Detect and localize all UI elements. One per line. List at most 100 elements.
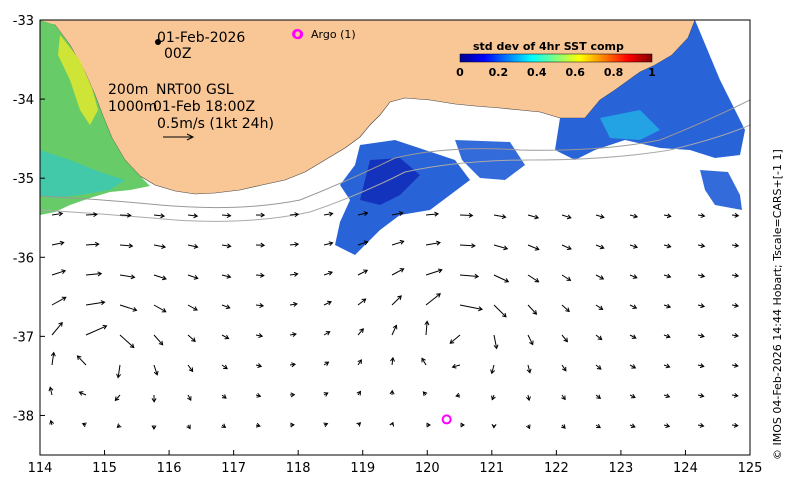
x-tick-label: 118 [286,461,311,476]
current-vector-head [389,421,395,427]
current-vector [187,304,198,311]
current-vector [51,352,55,366]
current-vector-head [61,296,67,302]
current-vector [595,214,604,218]
current-vector-head [100,300,106,306]
x-tick-label: 120 [415,461,440,476]
colorbar-tick-label: 1 [648,66,656,79]
y-tick-label: -37 [13,330,34,345]
current-vector-head [193,275,199,280]
current-vector-head [525,424,531,430]
current-vector [51,296,67,306]
current-vector [85,213,97,216]
credit-text: © IMOS 04-Feb-2026 14:44 Hobart; Tscale=… [771,149,784,460]
current-vector [255,334,263,337]
x-tick-label: 117 [221,461,246,476]
current-vector-head [114,396,120,402]
current-vector [527,334,534,345]
current-vector-head [733,362,739,368]
current-vector-head [290,422,295,428]
current-vector [459,304,483,310]
current-vector-head [160,213,166,219]
current-vector [595,364,602,370]
current-vector [425,293,441,306]
current-vector-head [493,344,499,350]
time-marker-dot [155,39,161,45]
current-vector-head [422,391,428,397]
x-axis: 114 115 116 117 118 119 120 121 122 123 124 125 [28,450,762,476]
current-vector-head [501,214,507,220]
colorbar-tick-label: 0.2 [489,66,509,79]
current-vector [391,212,403,216]
product-label: NRT00 GSL [156,82,234,98]
current-vector-head [451,363,457,369]
current-vector-head [565,307,570,313]
current-vector-head [193,243,199,249]
colorbar-tick-label: 0 [456,66,464,79]
argo-float-marker [441,414,452,425]
current-vector-head [665,333,671,339]
current-vector-head [490,369,495,375]
plot-frame [39,19,751,456]
current-vector [561,304,570,312]
current-vector-head [258,333,264,339]
colorbar-title: std dev of 4hr SST comp [473,40,624,53]
current-vector-head [48,386,54,392]
depth-200-label: 200m [108,82,149,98]
current-vector [663,334,671,338]
current-vector-head [599,214,605,219]
current-vector-head [597,335,603,341]
current-vector [731,274,739,277]
current-vector-head [449,339,455,344]
hour-label: 00Z [164,46,192,62]
current-vector-head [363,269,369,274]
current-vector-head [665,393,671,399]
current-vector [595,244,604,249]
current-vector [119,274,135,278]
current-vector-head [631,364,637,369]
current-vector-head [158,340,164,346]
current-vector-head [436,293,441,298]
current-vector-head [734,273,740,278]
current-vector-head [290,392,296,398]
current-vector-head [699,333,705,339]
current-vector [357,269,368,276]
current-vector-head [632,304,638,309]
current-vector [629,364,636,369]
x-tick-label: 119 [350,461,375,476]
current-vector [114,394,121,401]
current-vector-head [292,332,297,337]
current-vector [527,304,537,315]
current-vector [425,213,439,216]
current-vector-head [328,241,334,247]
current-vector [493,334,498,349]
current-vector-head [59,240,65,246]
current-vector-head [399,239,405,245]
current-vector [697,304,705,307]
current-vector-head [398,211,404,216]
current-vector-head [526,368,532,374]
current-vector [49,387,53,396]
current-vector-head [223,364,228,370]
current-vector [527,274,539,283]
current-vector-head [128,243,134,249]
current-vector [493,274,509,283]
current-vector [629,274,637,279]
argo-legend-marker [292,29,302,39]
current-vector [187,274,198,279]
current-vector [153,334,164,346]
current-vector-head [733,392,739,398]
current-vector [187,394,192,401]
current-vectors [48,211,740,430]
current-vector-head [699,423,705,428]
current-vector-head [734,212,740,218]
date-label: 01-Feb-2026 [157,30,246,46]
current-vector-head [293,301,298,307]
current-vector-head [631,334,637,339]
current-vector [323,242,333,246]
current-vector-head [78,391,84,396]
current-vector [561,364,567,372]
current-vector-head [188,367,194,373]
current-vector [153,214,165,217]
